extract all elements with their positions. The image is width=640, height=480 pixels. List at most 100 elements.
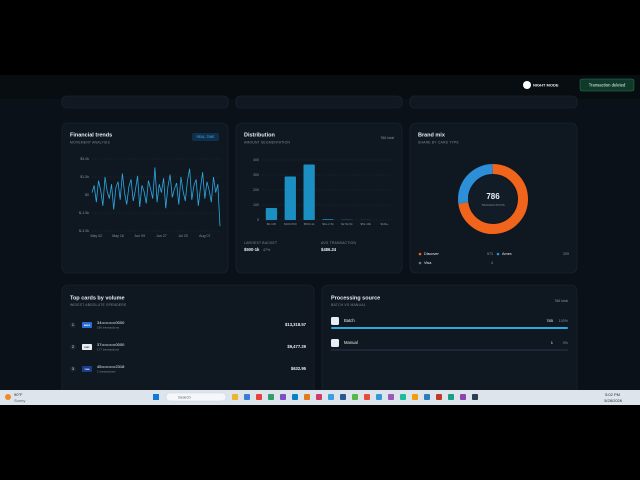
brand: NIGHT MODE [533,83,559,88]
card-number: 45••••••••••2318 [97,364,125,369]
logo [523,81,531,89]
donut-label: TRANSACTIONS [481,203,505,207]
card-note: 786 total [554,299,568,303]
rank-badge [70,344,76,350]
x-tick-label: $0-100 [267,222,277,226]
taskbar-icons [232,394,478,400]
y-tick-label: 400 [253,158,259,162]
app-icon[interactable] [388,394,394,400]
source-percent: 0% [563,341,569,345]
donut-segment [458,164,528,234]
rank: 3 [72,367,74,371]
app-icon[interactable] [424,394,430,400]
stat-label: LARGEST BUCKET [244,241,277,245]
app-icon[interactable] [304,394,310,400]
stat-value: $500-1k [244,247,260,252]
app-icon[interactable] [412,394,418,400]
x-tick-label: Jun 27 [156,234,167,238]
y-tick-label: $-3.0k [79,229,89,233]
rank: 1 [72,323,74,327]
source-name: Batch [344,318,355,323]
bar [331,327,568,329]
card-brand [82,322,92,328]
card-subtitle: SHARE BY CARD TYPE [418,140,460,144]
header-bar [0,75,640,99]
legend-value: 573 [487,252,493,256]
card-number: 37••••••••••0000 [97,342,125,347]
partial-card [61,95,229,109]
card-subtitle: MOVEMENT ANALYSIS [70,140,111,144]
toast-text: Transaction deleted [589,83,626,88]
search-text: Search [178,395,191,400]
legend-value: 4 [491,261,493,265]
app-icon[interactable] [460,394,466,400]
clock-time: 5:02 PM [605,392,620,397]
app-icon[interactable] [340,394,346,400]
toast[interactable] [579,78,635,92]
x-tick-label: $500-1k [304,222,315,226]
source-icon [331,339,339,347]
y-tick-label: $0 [85,193,89,197]
app-icon[interactable] [232,394,238,400]
card-amount: $632.95 [291,366,307,371]
app-icon[interactable] [472,394,478,400]
weather-icon [5,394,11,400]
card-brand [82,366,92,372]
legend-swatch [418,261,422,265]
x-tick-label: $100-500 [284,222,297,226]
x-tick-label: $1k-2.5k [322,222,334,226]
source-percent: 100% [559,319,569,323]
y-tick-label: $3.0k [80,157,89,161]
card-subtitle: BATCH VS MANUAL [331,303,366,307]
search-box[interactable] [165,392,227,402]
app-icon[interactable] [376,394,382,400]
start-button[interactable] [153,394,159,400]
x-tick-label: $10k+ [380,222,389,226]
bar-track [331,349,568,351]
partial-card [235,95,403,109]
card-amount: $9,477.29 [287,344,306,349]
legend-name: Amex [502,252,512,256]
app-icon[interactable] [268,394,274,400]
app-icon[interactable] [352,394,358,400]
app-icon[interactable] [292,394,298,400]
weather: Sunny [14,398,25,403]
donut-segment [458,164,493,204]
legend-swatch [496,252,500,256]
stat-label: AVG TRANSACTION [321,241,356,245]
rank-badge [70,322,76,328]
y-tick-label: 300 [253,173,259,177]
x-tick-label: $5k-10k [360,222,371,226]
app-icon[interactable] [364,394,370,400]
bar [284,176,296,220]
bar [303,164,315,220]
y-tick-label: $-1.5k [79,211,89,215]
y-tick-label: 0 [257,218,259,222]
source-name: Manual [344,340,358,345]
app-icon[interactable] [436,394,442,400]
x-tick-label: May 16 [112,234,124,238]
app-icon[interactable] [328,394,334,400]
app-icon[interactable] [256,394,262,400]
rank-badge [70,366,76,372]
legend-swatch [418,252,422,256]
app-icon[interactable] [400,394,406,400]
card-title: Financial trends [70,132,112,138]
donut-hole [469,175,517,223]
donut-total: 786 [486,192,500,201]
card-brand-text: AMEX [84,324,91,327]
app-icon[interactable] [280,394,286,400]
x-tick-label: Jun 09 [134,234,145,238]
app-icon[interactable] [448,394,454,400]
badge-text: REAL-TIME [196,135,215,139]
clock-date: 5/28/2026 [604,398,623,403]
card-number: 34••••••••••0000 [97,320,125,325]
trend-line [91,167,221,227]
badge [192,133,219,141]
stat-value: $486.24 [321,247,337,252]
app-icon[interactable] [244,394,250,400]
app-icon[interactable] [316,394,322,400]
card-note: 786 total [380,136,394,140]
y-tick-label: 200 [253,188,259,192]
